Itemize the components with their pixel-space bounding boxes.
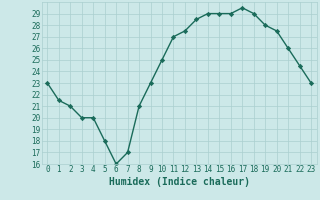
- X-axis label: Humidex (Indice chaleur): Humidex (Indice chaleur): [109, 177, 250, 187]
